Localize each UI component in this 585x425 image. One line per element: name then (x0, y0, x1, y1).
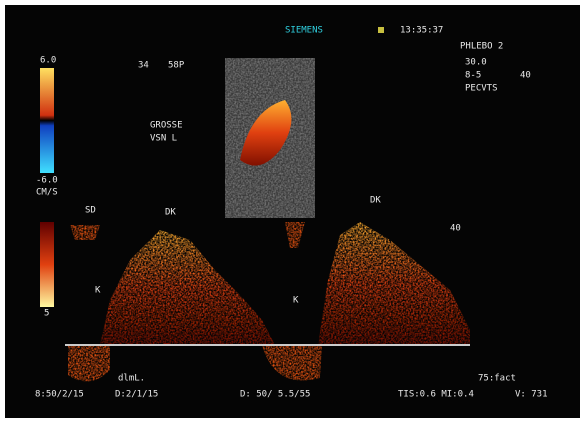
label: DK (165, 208, 176, 218)
footer-sample: 8:50/2/15 (35, 390, 84, 400)
mode: 58P (168, 61, 185, 71)
indicator (378, 27, 384, 33)
label: K (293, 296, 299, 306)
footer-gain: D:2/1/15 (115, 390, 158, 400)
footer-note: dlmL. (118, 374, 145, 384)
color-bar (40, 68, 54, 173)
param: 8-5 (465, 71, 481, 81)
label: 5 (44, 309, 49, 319)
brand: SIEMENS (285, 26, 323, 36)
time: 13:35:37 (400, 26, 443, 36)
param: PECVTS (465, 84, 498, 94)
color-scale-bottom: -6.0 (36, 176, 58, 186)
label: SD (85, 206, 96, 216)
annotation: VSN L (150, 134, 177, 144)
depth: 34 (138, 61, 149, 71)
page: SIEMENS 13:35:37 PHLEBO 2 30.0 8-5 PECVT… (0, 0, 585, 425)
param: 30.0 (465, 58, 487, 68)
footer-factor: 75:fact (478, 374, 516, 384)
label: DK (370, 196, 381, 206)
label: 40 (450, 224, 461, 234)
label: K (95, 286, 101, 296)
footer-index: TIS:0.6 MI:0.4 (398, 390, 474, 400)
spectral-bar (40, 222, 54, 307)
footer-velocity: V: 731 (515, 390, 548, 400)
footer-doppler: D: 50/ 5.5/55 (240, 390, 310, 400)
color-scale-top: 6.0 (40, 56, 56, 66)
preset: PHLEBO 2 (460, 42, 503, 52)
color-scale-unit: CM/S (36, 188, 58, 198)
annotation: GROSSE (150, 121, 183, 131)
param: 40 (520, 71, 531, 81)
ultrasound-screen: SIEMENS 13:35:37 PHLEBO 2 30.0 8-5 PECVT… (0, 0, 585, 425)
